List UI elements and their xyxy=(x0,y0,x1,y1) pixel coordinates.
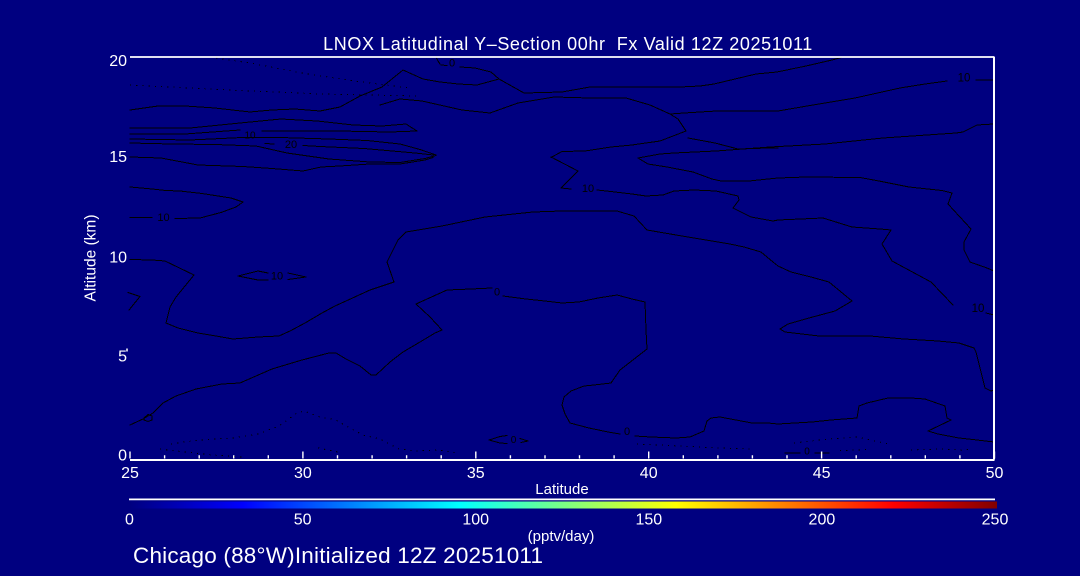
svg-text:Altitude (km): Altitude (km) xyxy=(83,215,100,302)
svg-text:10: 10 xyxy=(958,73,971,85)
svg-text:LNOX Latitudinal Y–Section 00h: LNOX Latitudinal Y–Section 00hr Fx Valid… xyxy=(323,34,813,54)
svg-text:10: 10 xyxy=(972,303,985,315)
svg-text:5: 5 xyxy=(118,349,127,366)
svg-text:40: 40 xyxy=(640,465,658,482)
svg-text:250: 250 xyxy=(982,512,1009,529)
svg-text:0: 0 xyxy=(511,435,517,446)
svg-text:100: 100 xyxy=(462,512,489,529)
svg-text:0: 0 xyxy=(494,287,500,299)
svg-text:Chicago (88°W)Initialized 12Z: Chicago (88°W)Initialized 12Z 20251011 xyxy=(133,543,543,568)
svg-text:10: 10 xyxy=(109,250,127,267)
svg-text:0: 0 xyxy=(449,58,455,70)
svg-text:10: 10 xyxy=(582,183,594,195)
svg-text:50: 50 xyxy=(986,465,1004,482)
svg-text:35: 35 xyxy=(467,465,485,482)
svg-text:150: 150 xyxy=(635,512,662,529)
svg-text:Latitude: Latitude xyxy=(535,481,588,498)
svg-text:0: 0 xyxy=(118,448,127,465)
svg-text:0: 0 xyxy=(624,426,630,438)
svg-text:45: 45 xyxy=(813,465,831,482)
svg-text:10: 10 xyxy=(157,212,169,224)
svg-text:10: 10 xyxy=(244,131,256,142)
svg-text:0: 0 xyxy=(804,447,810,458)
svg-text:20: 20 xyxy=(285,139,297,151)
svg-text:10: 10 xyxy=(271,271,283,283)
svg-text:200: 200 xyxy=(809,512,836,529)
svg-text:(pptv/day): (pptv/day) xyxy=(528,528,595,545)
svg-text:0: 0 xyxy=(125,512,134,529)
svg-text:50: 50 xyxy=(294,512,312,529)
svg-text:30: 30 xyxy=(294,465,312,482)
svg-text:20: 20 xyxy=(109,53,127,70)
svg-text:25: 25 xyxy=(121,465,139,482)
svg-text:15: 15 xyxy=(109,149,127,166)
